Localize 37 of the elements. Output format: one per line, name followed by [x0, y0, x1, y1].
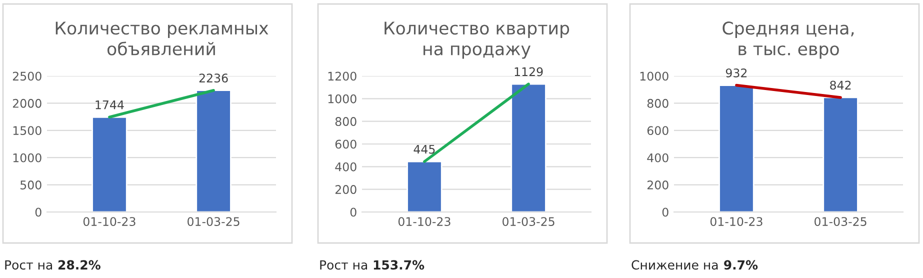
- y-tick-label: 1000: [13, 153, 42, 162]
- y-tick-label: 0: [350, 208, 356, 217]
- y-tick-label: 400: [335, 162, 356, 172]
- y-tick-label: 600: [335, 140, 356, 149]
- text: Рост на 153.7%: [320, 260, 424, 270]
- y-tick-label: 1000: [640, 72, 668, 81]
- data-label: 932: [726, 68, 747, 78]
- y-tick-label: 400: [647, 153, 668, 162]
- x-tick-label: 01-03-25: [188, 217, 240, 226]
- y-tick-label: 2000: [12, 98, 42, 108]
- data-label: 1129: [514, 67, 543, 76]
- data-label: 842: [830, 80, 851, 90]
- x-tick-label: 01-03-25: [502, 217, 554, 226]
- y-tick-label: 1000: [328, 94, 356, 104]
- y-tick-label: 0: [35, 208, 42, 217]
- y-tick-label: 2500: [12, 72, 42, 81]
- text: Снижение на 9.7%: [632, 260, 758, 270]
- chart-title: Количество квартир на продажу: [384, 22, 570, 59]
- x-tick-label: 01-10-23: [710, 217, 762, 226]
- y-tick-label: 500: [20, 180, 42, 190]
- y-tick-label: 1200: [328, 72, 356, 81]
- y-tick-label: 200: [647, 180, 668, 190]
- chart-title: Количество рекламных объявлений: [56, 22, 268, 56]
- x-tick-label: 01-10-23: [83, 217, 136, 226]
- x-tick-label: 01-10-23: [398, 217, 450, 226]
- y-tick-label: 0: [662, 208, 668, 217]
- data-label: 445: [414, 144, 435, 154]
- data-label: 2236: [199, 74, 228, 83]
- y-tick-label: 800: [647, 98, 668, 108]
- text: Рост на 28.2%: [5, 260, 100, 270]
- chart-title: Средняя цена, в тыс. евро: [722, 22, 854, 59]
- y-tick-label: 800: [335, 117, 356, 126]
- x-tick-label: 01-03-25: [814, 217, 866, 226]
- y-tick-label: 1500: [13, 126, 42, 136]
- data-label: 1744: [96, 100, 124, 110]
- y-tick-label: 200: [335, 185, 356, 194]
- y-tick-label: 600: [647, 126, 668, 136]
